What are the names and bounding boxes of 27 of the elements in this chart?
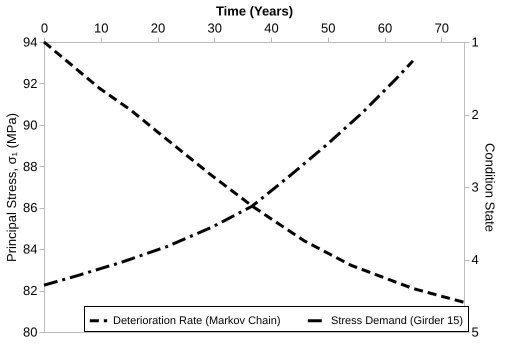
y-tick-label: 82: [23, 283, 38, 298]
x-tick-label: 30: [208, 20, 222, 36]
x-tick-label: 40: [264, 20, 279, 36]
x-axis-title: Time (Years): [216, 4, 294, 18]
y2-tick-label: 3: [472, 180, 479, 194]
y-tick-label: 94: [23, 34, 38, 50]
x-tick-label: 0: [40, 20, 48, 36]
x-tick-label: 50: [321, 20, 336, 36]
legend-label: Deterioration Rate (Markov Chain): [113, 314, 281, 327]
y-tick-label: 84: [23, 242, 38, 257]
y-tick-label: 90: [23, 117, 38, 132]
legend-label: Stress Demand (Girder 15): [331, 314, 464, 327]
y-tick-label: 80: [23, 324, 38, 340]
y-tick-label: 88: [23, 158, 38, 174]
x-tick-label: 60: [378, 20, 392, 36]
y2-tick-label: 2: [472, 107, 479, 122]
y2-tick-label: 4: [472, 252, 479, 267]
line-series: [42, 40, 466, 304]
x-tick-label: 10: [94, 20, 108, 36]
y2-tick-label: 1: [472, 34, 479, 50]
y2-axis-title: Condition State: [482, 143, 498, 232]
y-tick-label: 92: [23, 76, 38, 91]
y-tick-label: 86: [23, 200, 38, 216]
y-axis-title: Principal Stress, σ₁ (MPa): [4, 113, 20, 262]
x-tick-label: 20: [150, 20, 166, 36]
y2-tick-label: 5: [472, 324, 479, 340]
x-tick-label: 70: [434, 20, 450, 36]
